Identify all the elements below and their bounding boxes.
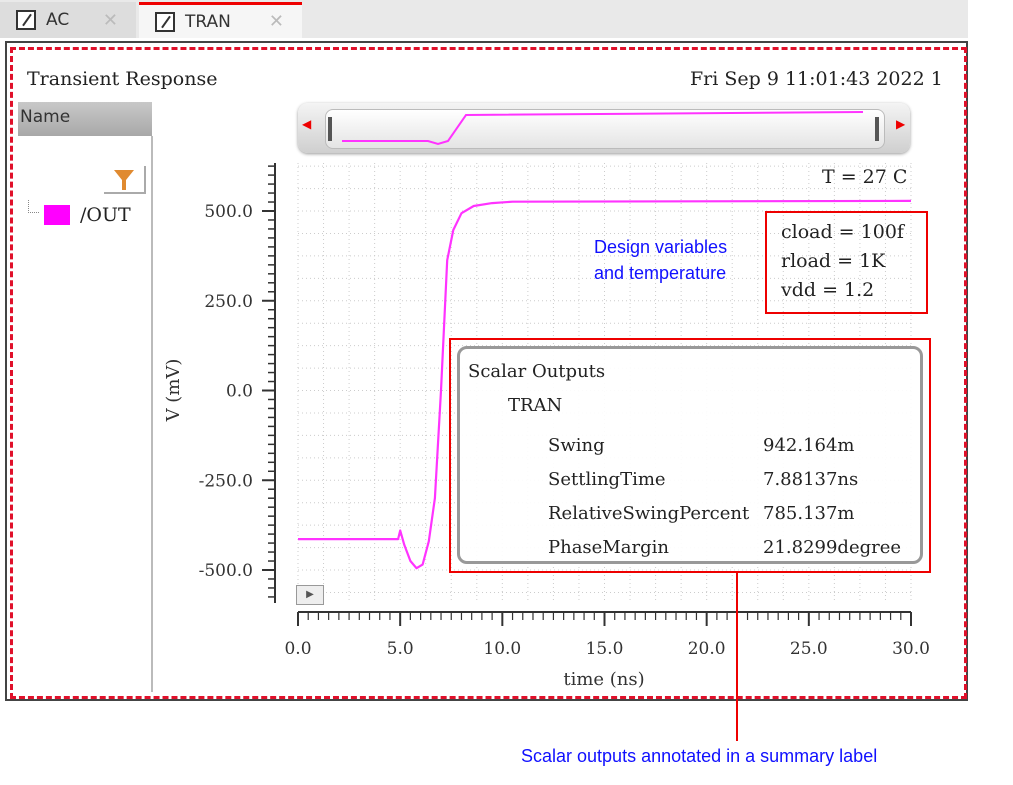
y-tick-label: 250.0 (204, 292, 253, 312)
y-tick-label: -500.0 (199, 561, 253, 581)
close-icon[interactable]: ✕ (268, 11, 284, 32)
x-tick-label: 0.0 (284, 639, 311, 659)
x-tick-label: 15.0 (586, 639, 624, 659)
scalar-value: 7.88137ns (763, 469, 859, 490)
y-tick-label: 500.0 (204, 202, 253, 222)
scalar-title: Scalar Outputs (468, 361, 606, 382)
filter-button[interactable] (104, 166, 146, 194)
tab-ac[interactable]: AC ✕ (0, 2, 136, 38)
y-axis-label: V (mV) (163, 359, 184, 423)
name-column-header[interactable]: Name (18, 102, 152, 136)
scalar-value: 21.8299degree (763, 537, 902, 558)
design-vars-highlight (765, 211, 928, 314)
scalar-group: TRAN (508, 395, 563, 416)
scalar-value: 785.137m (763, 503, 855, 524)
scalar-row: Swing 942.164m (548, 429, 901, 463)
sidebar-divider[interactable] (151, 136, 153, 692)
design-var: cload = 100f (781, 221, 904, 243)
left-handle[interactable] (328, 117, 332, 141)
waveform-panel (5, 41, 968, 701)
x-tick-label: 5.0 (387, 639, 414, 659)
waveform-icon (155, 11, 175, 32)
callout-line: Design variables (594, 237, 728, 257)
tab-label: TRAN (185, 11, 231, 32)
timestamp: Fri Sep 9 11:01:43 2022 1 (690, 68, 943, 90)
overview-trace (342, 111, 864, 146)
overview-scrollbar[interactable]: ◀ ▶ (298, 103, 910, 153)
close-icon[interactable]: ✕ (102, 9, 118, 31)
x-tick-label: 10.0 (483, 639, 521, 659)
series-line-out (298, 199, 912, 570)
scalar-name: Swing (548, 435, 605, 456)
x-tick-label: 30.0 (892, 639, 930, 659)
highlight-border (10, 47, 967, 699)
scalar-highlight (449, 338, 931, 573)
scroll-left-icon[interactable]: ◀ (302, 117, 312, 131)
design-var: rload = 1K (781, 250, 886, 272)
tab-tran[interactable]: TRAN ✕ (139, 2, 302, 38)
callout-line: and temperature (594, 263, 727, 283)
signal-color-swatch[interactable] (44, 205, 70, 225)
scalar-name: PhaseMargin (548, 537, 669, 558)
scalar-row: SettlingTime 7.88137ns (548, 463, 901, 497)
design-var: vdd = 1.2 (781, 279, 875, 301)
y-tick-label: -250.0 (199, 471, 253, 491)
tree-line (28, 200, 39, 213)
scalar-name: SettlingTime (548, 469, 666, 490)
x-tick-label: 20.0 (688, 639, 726, 659)
y-tick-label: 0.0 (226, 382, 253, 402)
scalar-callout: Scalar outputs annotated in a summary la… (521, 746, 878, 766)
temperature-label: T = 27 C (822, 166, 908, 188)
scalar-rows: Swing 942.164m SettlingTime 7.88137ns Rela… (548, 429, 901, 565)
x-axis-label: time (ns) (563, 669, 644, 690)
scroll-right-icon[interactable]: ▶ (896, 117, 906, 131)
design-vars-callout: Design variables and temperature (594, 234, 727, 286)
scalar-row: RelativeSwingPercent 785.137m (548, 497, 901, 531)
overview-thumb[interactable] (325, 109, 885, 149)
x-tick-label: 25.0 (790, 639, 828, 659)
scalar-row: PhaseMargin 21.8299degree (548, 531, 901, 565)
signal-out[interactable]: /OUT (80, 204, 131, 226)
expand-button[interactable]: ▶ (296, 585, 324, 605)
scalar-outputs-label[interactable]: Scalar Outputs TRAN Swing 942.164m Settli… (457, 346, 923, 564)
tab-label: AC (46, 10, 70, 30)
funnel-icon (114, 170, 134, 190)
callout-leader-line (736, 573, 738, 741)
waveform-icon (16, 10, 36, 30)
scalar-name: RelativeSwingPercent (548, 503, 750, 524)
scalar-value: 942.164m (763, 435, 855, 456)
right-handle[interactable] (875, 117, 879, 141)
window-title: Transient Response (27, 68, 218, 90)
design-vars: cload = 100f rload = 1K vdd = 1.2 (781, 218, 904, 305)
